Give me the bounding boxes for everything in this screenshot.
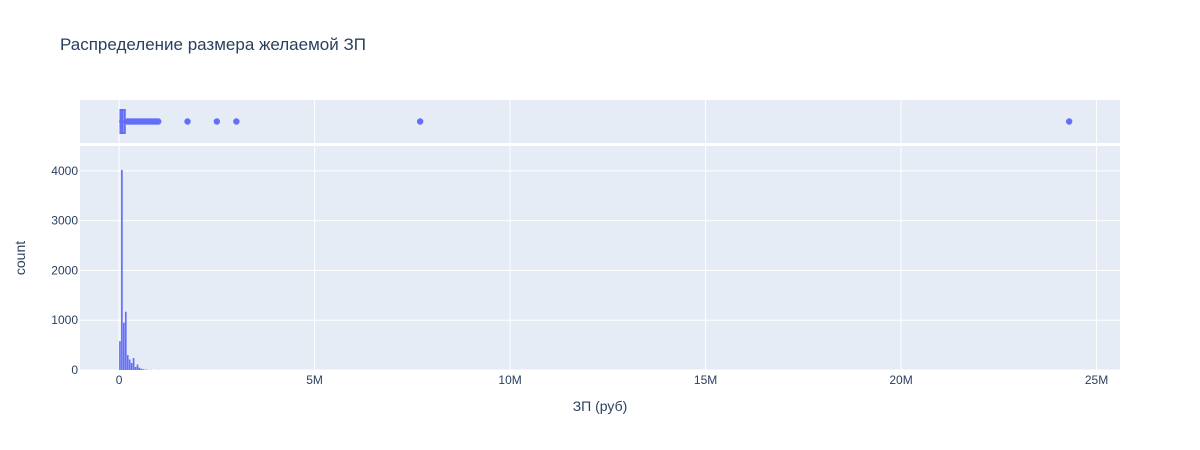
marginal-plot-area bbox=[80, 100, 1120, 143]
histogram-bar[interactable] bbox=[121, 169, 123, 370]
chart-title: Распределение размера желаемой ЗП bbox=[60, 35, 366, 54]
y-tick-label: 3000 bbox=[51, 214, 78, 228]
box-outlier-point[interactable] bbox=[154, 118, 162, 125]
x-tick-label: 10M bbox=[498, 373, 521, 387]
histogram-bar[interactable] bbox=[123, 322, 125, 370]
x-tick-label: 25M bbox=[1085, 373, 1108, 387]
x-tick-label: 20M bbox=[889, 373, 912, 387]
box-outlier-point[interactable] bbox=[1065, 118, 1073, 125]
box-outlier-point[interactable] bbox=[233, 118, 240, 125]
histogram-bar[interactable] bbox=[128, 359, 131, 370]
x-axis-tick-labels: 0 5M 10M 15M 20M 25M bbox=[116, 373, 1108, 387]
y-axis-tick-labels: 0 1000 2000 3000 4000 bbox=[51, 164, 78, 377]
histogram-bar[interactable] bbox=[130, 363, 133, 370]
box-outlier-point[interactable] bbox=[213, 118, 221, 125]
x-tick-label: 15M bbox=[694, 373, 717, 387]
histogram-bar[interactable] bbox=[132, 358, 135, 370]
y-tick-label: 1000 bbox=[51, 313, 78, 327]
histogram-bar[interactable] bbox=[136, 364, 139, 370]
histogram-bar[interactable] bbox=[138, 367, 141, 370]
x-tick-label: 5M bbox=[306, 373, 323, 387]
histogram-gridlines bbox=[80, 146, 1120, 371]
histogram-bar[interactable] bbox=[124, 311, 127, 370]
y-tick-label: 4000 bbox=[51, 164, 78, 178]
histogram-bar[interactable] bbox=[126, 355, 129, 370]
x-axis-title: ЗП (руб) bbox=[573, 398, 628, 414]
histogram-plot-area bbox=[80, 146, 1120, 370]
box-outlier-point[interactable] bbox=[416, 118, 424, 125]
histogram-bar[interactable] bbox=[119, 341, 121, 370]
x-tick-label: 0 bbox=[116, 373, 123, 387]
histogram-bar[interactable] bbox=[142, 369, 145, 370]
marginal-box-plot[interactable] bbox=[119, 109, 1073, 134]
histogram-bar[interactable] bbox=[140, 368, 143, 370]
box-outlier-point[interactable] bbox=[184, 118, 191, 125]
histogram-bars bbox=[119, 169, 160, 370]
histogram-bar[interactable] bbox=[134, 367, 137, 370]
y-tick-label: 0 bbox=[71, 363, 78, 377]
y-axis-title: count bbox=[12, 241, 28, 275]
y-tick-label: 2000 bbox=[51, 263, 78, 277]
